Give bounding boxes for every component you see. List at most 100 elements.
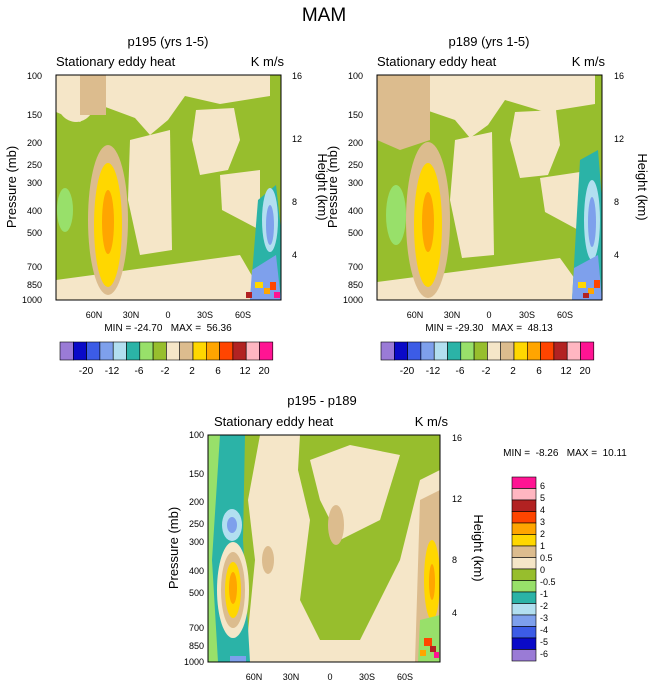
y-tick-label: 100 (348, 71, 363, 81)
contour-region (594, 280, 600, 288)
contour-region (578, 282, 586, 288)
contour-region (450, 132, 494, 258)
y-right-tick-label: 8 (292, 197, 297, 207)
x-tick-label: 30S (519, 310, 535, 320)
colorbar-swatch (511, 499, 537, 512)
contour-region (274, 292, 280, 298)
colorbar-label: 1 (540, 541, 545, 551)
plot-frame (55, 74, 282, 301)
colorbar-label: -20 (400, 366, 415, 377)
y-right-tick-label: 4 (614, 250, 619, 260)
page-title: MAM (302, 5, 346, 26)
colorbar-swatch (206, 341, 220, 361)
contour-region (128, 130, 172, 255)
colorbar-swatch (511, 649, 537, 662)
units-label: K m/s (251, 54, 285, 69)
contour-region (270, 282, 276, 290)
x-tick-label: 60N (407, 310, 424, 320)
contour-region (56, 75, 270, 135)
min-max-label: MIN = -8.26 MAX = 10.11 (503, 448, 627, 459)
contour-field (56, 75, 281, 300)
contour-region (583, 293, 589, 298)
colorbar-swatch (511, 522, 537, 535)
colorbar-swatch (139, 341, 154, 361)
contour-region (422, 192, 434, 252)
colorbar-label: -2 (540, 601, 548, 611)
colorbar-swatch (500, 341, 515, 361)
y-right-axis-title: Height (km) (471, 514, 486, 581)
colorbar-swatch (580, 341, 595, 361)
y-right-tick-label: 12 (452, 494, 462, 504)
y-right-tick-label: 12 (292, 134, 302, 144)
contour-region (328, 505, 344, 545)
colorbar-label: 0.5 (540, 553, 553, 563)
colorbar-label: -6 (135, 366, 144, 377)
y-right-tick-label: 4 (292, 250, 297, 260)
colorbar-swatch (393, 341, 408, 361)
colorbar-label: -2 (482, 366, 491, 377)
y-tick-label: 100 (189, 430, 204, 440)
y-tick-label: 1000 (184, 657, 204, 667)
x-tick-label: 0 (486, 310, 491, 320)
colorbar-swatch (112, 341, 127, 361)
y-right-tick-label: 4 (452, 608, 457, 618)
min-max-label: MIN = -24.70 MAX = 56.36 (104, 323, 232, 334)
colorbar-label: 2 (189, 366, 195, 377)
y-tick-label: 300 (189, 537, 204, 547)
colorbar-label: 2 (510, 366, 516, 377)
contour-region (80, 75, 106, 115)
colorbar-swatch (511, 545, 537, 558)
colorbar-label: 20 (258, 366, 270, 377)
colorbar-swatch (487, 341, 501, 361)
plot-frame (376, 74, 603, 301)
contour-region (434, 652, 439, 658)
y-right-axis-title: Height (km) (315, 153, 330, 220)
y-tick-label: 150 (27, 110, 42, 120)
x-tick-label: 60N (86, 310, 103, 320)
contour-region (266, 205, 274, 245)
colorbar-swatch (420, 341, 435, 361)
y-tick-label: 200 (27, 138, 42, 148)
left-title: Stationary eddy heat (214, 414, 334, 429)
colorbar (380, 341, 595, 361)
y-right-axis-title: Height (km) (635, 153, 648, 220)
colorbar-label: -2 (161, 366, 170, 377)
y-tick-label: 700 (27, 262, 42, 272)
y-right-tick-label: 8 (614, 197, 619, 207)
x-tick-label: 30N (123, 310, 140, 320)
y-tick-label: 850 (189, 641, 204, 651)
y-tick-label: 200 (348, 138, 363, 148)
colorbar-swatch (126, 341, 141, 361)
colorbar-swatch (540, 341, 555, 361)
contour-region (510, 110, 560, 178)
y-axis-title: Pressure (mb) (4, 146, 19, 228)
contour-region (227, 517, 237, 533)
contour-region (429, 564, 435, 600)
colorbar-swatch (526, 341, 541, 361)
colorbar-label: 5 (540, 493, 545, 503)
colorbar-swatch (179, 341, 194, 361)
colorbar-swatch (511, 580, 537, 593)
y-tick-label: 500 (348, 228, 363, 238)
colorbar-label: 12 (560, 366, 572, 377)
x-tick-label: 30N (444, 310, 461, 320)
y-tick-label: 200 (189, 497, 204, 507)
colorbar-label: -20 (79, 366, 94, 377)
colorbar-swatch (511, 488, 537, 501)
colorbar-swatch (447, 341, 462, 361)
panel-p195: p195 (yrs 1-5) Stationary eddy heat K m/… (4, 34, 330, 377)
y-tick-label: 850 (348, 280, 363, 290)
colorbar-label: -12 (105, 366, 120, 377)
colorbar-label: 6 (536, 366, 542, 377)
colorbar-swatch (433, 341, 448, 361)
x-tick-label: 0 (165, 310, 170, 320)
colorbar-swatch (511, 534, 537, 547)
y-tick-label: 250 (348, 160, 363, 170)
x-tick-label: 30S (197, 310, 213, 320)
colorbar-swatch (245, 341, 260, 361)
y-tick-label: 400 (348, 206, 363, 216)
colorbar-label: -1 (540, 589, 548, 599)
colorbar-label: 6 (540, 481, 545, 491)
contour-field (377, 75, 602, 300)
contour-region (572, 255, 602, 300)
